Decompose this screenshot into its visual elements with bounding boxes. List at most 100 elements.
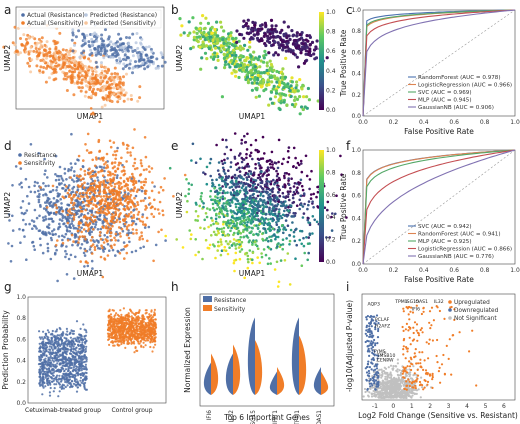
strip-point <box>75 320 79 323</box>
umap-point <box>253 71 257 75</box>
umap-point <box>92 215 96 219</box>
strip-point <box>70 329 73 332</box>
umap-point <box>303 202 306 206</box>
umap-point <box>300 87 304 91</box>
umap-point <box>274 161 278 165</box>
umap-point <box>109 179 112 183</box>
umap-point <box>240 138 244 142</box>
umap-point <box>13 25 17 29</box>
umap-point <box>155 57 159 61</box>
umap-point <box>80 78 84 82</box>
umap-point <box>306 216 310 220</box>
umap-point <box>75 190 78 194</box>
umap-point <box>112 221 116 224</box>
umap-point <box>103 258 107 261</box>
umap-point <box>305 95 309 99</box>
umap-point <box>148 170 151 174</box>
umap-point <box>120 227 124 231</box>
strip-point <box>65 327 68 330</box>
y-tick-label: 0.0 <box>351 113 361 120</box>
umap-point <box>83 64 87 68</box>
umap-point <box>280 216 284 220</box>
umap-point <box>44 201 47 204</box>
umap-point <box>247 211 251 214</box>
umap-point <box>54 173 57 176</box>
umap-point <box>265 64 269 68</box>
umap-point <box>139 173 143 176</box>
umap-point <box>196 214 200 218</box>
strip-point <box>61 331 65 334</box>
umap-point <box>187 188 191 191</box>
umap-point <box>99 63 103 67</box>
umap-point <box>78 86 81 90</box>
umap-point <box>284 49 288 53</box>
strip-point <box>52 374 55 377</box>
umap-point <box>271 217 275 220</box>
umap-point <box>48 204 52 207</box>
umap-point <box>93 225 97 229</box>
umap-point <box>130 223 133 227</box>
umap-point <box>122 42 126 46</box>
umap-point <box>77 222 81 226</box>
umap-point <box>221 162 225 166</box>
umap-point <box>31 240 35 244</box>
umap-point <box>242 177 245 181</box>
x-tick-label: 0.0 <box>358 267 368 274</box>
umap-point <box>93 191 97 195</box>
umap-point <box>252 233 255 236</box>
umap-point <box>211 38 215 43</box>
umap-point <box>93 197 96 200</box>
umap-point <box>194 238 197 241</box>
umap-point <box>87 204 90 208</box>
strip-point <box>65 337 68 340</box>
umap-point <box>65 178 68 181</box>
umap-point <box>216 41 220 45</box>
umap-point <box>110 246 113 249</box>
umap-point <box>224 240 228 243</box>
panel-g-points <box>37 307 158 398</box>
legend-marker-predicted-sensitivity <box>84 21 88 25</box>
umap-point <box>270 101 274 105</box>
umap-point <box>73 213 76 216</box>
umap-point <box>285 34 289 38</box>
umap-point <box>93 179 97 183</box>
umap-point <box>76 75 80 78</box>
umap-point <box>49 236 53 240</box>
umap-point <box>116 85 120 89</box>
strip-point <box>46 329 50 332</box>
umap-point <box>178 17 182 21</box>
umap-point <box>186 199 189 203</box>
legend-actual-resistance: Actual (Resistance) <box>27 12 85 19</box>
umap-point <box>111 166 115 170</box>
umap-point <box>277 160 280 164</box>
umap-point <box>298 112 302 116</box>
umap-point <box>277 242 280 245</box>
umap-point <box>60 202 63 205</box>
umap-point <box>117 82 121 86</box>
umap-point <box>87 201 90 205</box>
umap-point <box>257 94 261 98</box>
umap-point <box>204 212 208 215</box>
umap-point <box>35 216 39 220</box>
umap-point <box>246 266 250 270</box>
umap-point <box>73 174 76 177</box>
umap-point <box>127 212 131 216</box>
umap-point <box>101 246 104 250</box>
umap-point <box>37 152 40 155</box>
umap-point <box>296 186 299 189</box>
strip-point <box>77 344 80 348</box>
umap-point <box>44 80 48 84</box>
umap-point <box>123 224 126 228</box>
umap-point <box>277 46 282 50</box>
umap-point <box>262 219 266 223</box>
umap-point <box>115 61 119 65</box>
umap-point <box>261 231 265 235</box>
umap-point <box>128 176 132 179</box>
umap-point <box>68 208 72 211</box>
umap-point <box>205 57 209 61</box>
umap-point <box>289 50 293 54</box>
umap-point <box>152 215 156 218</box>
umap-point <box>60 206 63 209</box>
umap-point <box>54 203 57 207</box>
umap-point <box>263 32 267 36</box>
